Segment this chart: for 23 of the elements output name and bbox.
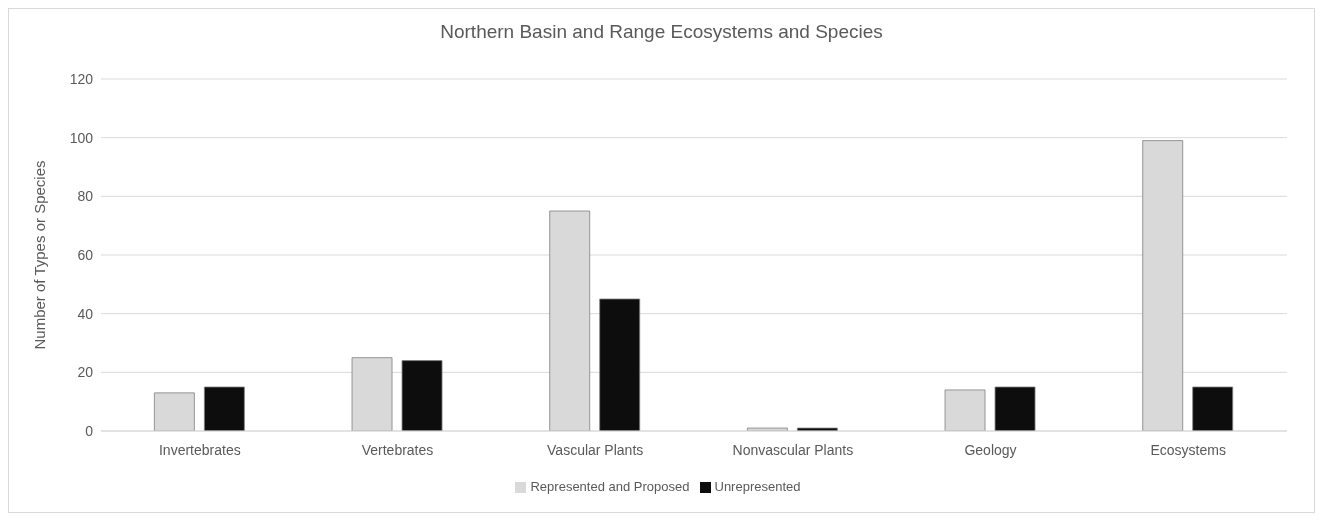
x-tick-label: Ecosystems <box>1150 441 1226 458</box>
y-tick-label: 100 <box>69 129 94 146</box>
y-tick-label: 80 <box>77 188 94 205</box>
y-axis-title: Number of Types or Species <box>31 160 49 350</box>
bar <box>203 386 245 431</box>
y-tick-label: 60 <box>77 246 94 263</box>
x-tick-label: Geology <box>964 441 1017 458</box>
y-tick-label: 20 <box>77 364 94 381</box>
y-tick-label: 0 <box>85 422 94 439</box>
bar <box>1192 386 1234 431</box>
legend-label: Represented and Proposed <box>530 479 690 494</box>
x-tick-label: Nonvascular Plants <box>732 441 854 458</box>
x-tick-label: Vascular Plants <box>547 441 644 458</box>
bar <box>401 360 443 431</box>
x-tick-label: Vertebrates <box>361 441 434 458</box>
y-tick-label: 120 <box>69 70 94 87</box>
legend-label: Unrepresented <box>714 479 801 494</box>
bar <box>796 427 838 431</box>
bar <box>599 298 641 431</box>
chart-title: Northern Basin and Range Ecosystems and Species <box>439 21 884 43</box>
bar <box>994 386 1036 431</box>
x-tick-label: Invertebrates <box>158 441 241 458</box>
y-tick-label: 40 <box>77 305 94 322</box>
